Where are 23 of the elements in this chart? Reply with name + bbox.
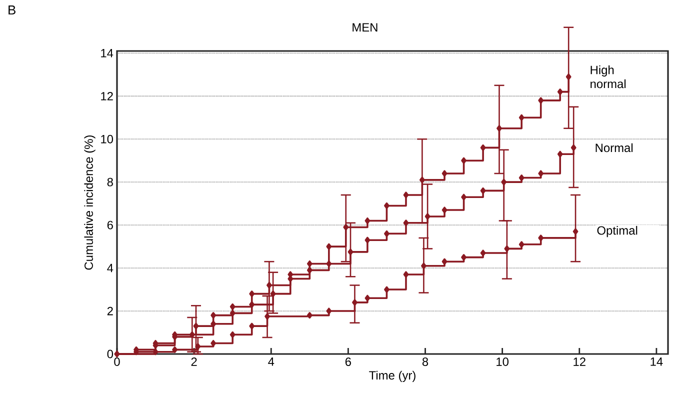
series-label: High normal [590, 65, 626, 88]
y-tick-label: 14 [101, 49, 114, 58]
series-label: Optimal [597, 226, 638, 238]
x-tick-label: 12 [574, 358, 586, 366]
y-tick-label: 4 [107, 264, 114, 272]
x-tick-label: 0 [114, 358, 120, 366]
series-label: Normal [596, 143, 633, 152]
y-tick-label: 0 [107, 350, 114, 358]
x-tick-label: 10 [496, 358, 509, 366]
x-tick-label: 6 [345, 358, 351, 366]
x-tick-label: 14 [650, 358, 663, 366]
text: B [8, 6, 16, 14]
y-tick-label: 10 [101, 134, 114, 144]
x-tick-label: 8 [422, 358, 428, 366]
x-tick-label: 2 [191, 358, 197, 366]
y-tick-label: 12 [101, 92, 113, 100]
y-tick-label: 6 [107, 220, 113, 230]
y-axis-title: Cumulative incidence (%) [84, 136, 96, 270]
x-tick-label: 4 [268, 358, 274, 366]
x-axis-title: Time (yr) [369, 370, 416, 382]
y-tick-label: 2 [107, 306, 113, 316]
y-tick-label: 8 [107, 178, 113, 186]
chart-title: MEN [352, 23, 378, 32]
